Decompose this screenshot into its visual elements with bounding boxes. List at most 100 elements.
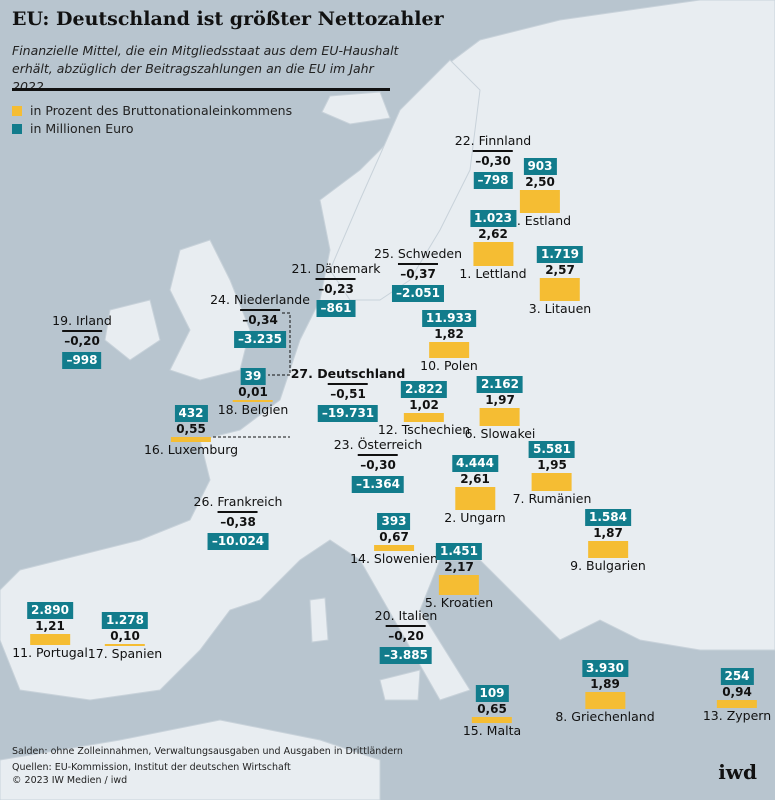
pct-bar [472, 242, 513, 266]
negative-underline [397, 263, 438, 265]
country-entry: 26. Frankreich –0,38 –10.024 [193, 494, 283, 550]
eur-value: 1.278 [102, 612, 148, 629]
eur-value: 1.451 [436, 543, 482, 560]
eur-value: –1.364 [352, 476, 404, 493]
landmass-scandinavia [329, 59, 481, 301]
eur-value: 1.023 [470, 210, 516, 227]
pct-value: –0,51 [330, 387, 366, 401]
pct-value: 0,65 [477, 702, 507, 716]
country-name: 22. Finnland [454, 133, 532, 148]
country-entry: 19. Irland –0,20 –998 [52, 313, 112, 369]
country-name: 19. Irland [52, 313, 112, 328]
footnote: Salden: ohne Zolleinnahmen, Verwaltungsa… [12, 746, 403, 757]
eur-value: –861 [316, 300, 356, 317]
eur-value: 2.162 [477, 376, 523, 393]
country-entry: 254 0,94 13. Zypern [703, 665, 771, 724]
page-title: EU: Deutschland ist größter Nettozahler [12, 8, 444, 30]
pct-value: 1,82 [434, 327, 464, 341]
pct-value: 1,02 [409, 398, 439, 412]
eur-value: 1.584 [585, 509, 631, 526]
country-entry: 2.162 1,97 6. Slowakei [464, 373, 536, 442]
eur-value: –798 [473, 172, 513, 189]
eur-value: –19.731 [317, 405, 379, 422]
country-name: 4. Estland [508, 213, 572, 228]
legend-eur-label: in Millionen Euro [30, 121, 134, 136]
country-name: 13. Zypern [702, 708, 772, 723]
country-name: 21. Dänemark [291, 261, 381, 276]
eur-value: –10.024 [207, 533, 269, 550]
landmass-iceland [321, 91, 391, 125]
pct-bar [531, 473, 572, 491]
pct-value: –0,34 [242, 313, 278, 327]
country-name: 17. Spanien [87, 646, 163, 661]
landmass-britain [169, 239, 251, 381]
eur-value: 393 [377, 513, 411, 530]
country-name: 2. Ungarn [444, 510, 506, 525]
country-name: 1. Lettland [459, 266, 527, 281]
country-entry: 1.584 1,87 9. Bulgarien [570, 506, 646, 574]
negative-underline [240, 309, 280, 311]
pct-value: 1,89 [590, 677, 620, 691]
landmass-sardinia [309, 597, 329, 643]
pct-value: 2,62 [478, 227, 508, 241]
negative-underline [357, 454, 398, 456]
source: Quellen: EU-Kommission, Institut der deu… [12, 762, 291, 773]
negative-underline [385, 625, 426, 627]
country-name: 16. Luxemburg [143, 442, 239, 457]
legend-pct-label: in Prozent des Bruttonationaleinkommens [30, 103, 293, 118]
eur-value: 2.890 [27, 602, 73, 619]
eur-value: 3.930 [582, 660, 628, 677]
eur-value: 109 [475, 685, 509, 702]
country-entry: 5.581 1,95 7. Rumänien [513, 438, 591, 507]
country-entry: 2.890 1,21 11. Portugal [12, 599, 88, 661]
eur-value: 39 [240, 368, 266, 385]
country-entry: 22. Finnland –0,30 –798 [455, 133, 531, 189]
country-entry: 109 0,65 15. Malta [463, 682, 521, 739]
pct-bar [540, 278, 580, 301]
pct-bar [104, 644, 145, 646]
pct-value: 0,55 [176, 422, 206, 436]
country-entry: 2.822 1,02 12. Tschechien [378, 378, 470, 438]
pct-value: –0,37 [400, 267, 436, 281]
eur-value: –998 [62, 352, 102, 369]
title-rule [12, 88, 390, 91]
legend-pct: in Prozent des Bruttonationaleinkommens [12, 103, 292, 118]
country-name: 15. Malta [462, 723, 522, 738]
landmass-ireland [104, 299, 161, 361]
pct-bar [584, 692, 625, 709]
country-entry: 20. Italien –0,20 –3.885 [375, 608, 437, 664]
pct-value: 2,50 [525, 175, 555, 189]
negative-underline [472, 150, 513, 152]
pct-bar [429, 342, 469, 358]
pct-bar [519, 190, 560, 213]
pct-bar [472, 717, 512, 723]
country-entry: 11.933 1,82 10. Polen [420, 307, 478, 374]
country-name: 26. Frankreich [193, 494, 283, 509]
country-name: 12. Tschechien [377, 422, 471, 437]
negative-underline [217, 511, 258, 513]
country-name: 27. Deutschland [290, 366, 406, 381]
country-entry: 21. Dänemark –0,23 –861 [291, 261, 381, 317]
eur-value: 903 [523, 158, 557, 175]
country-entry: 1.023 2,62 1. Lettland [459, 207, 527, 282]
pct-value: 2,61 [460, 472, 490, 486]
eur-value: 254 [720, 668, 754, 685]
pct-value: –0,20 [64, 334, 100, 348]
country-name: 3. Litauen [528, 301, 592, 316]
country-name: 8. Griechenland [555, 709, 655, 724]
leader-line-niederlande [268, 312, 291, 376]
landmass-africa [0, 719, 381, 800]
country-entry: 24. Niederlande –0,34 –3.235 [210, 292, 310, 348]
pct-value: 2,17 [444, 560, 474, 574]
country-entry: 23. Österreich –0,30 –1.364 [334, 437, 422, 493]
country-name: 6. Slowakei [464, 426, 536, 441]
eur-value: 432 [174, 405, 208, 422]
country-entry: 903 2,50 4. Estland [509, 155, 571, 229]
country-name: 18. Belgien [217, 402, 289, 417]
pct-bar [171, 437, 211, 442]
eur-value: 5.581 [529, 441, 575, 458]
country-entry: 4.444 2,61 2. Ungarn [444, 452, 506, 526]
legend-eur: in Millionen Euro [12, 121, 134, 136]
